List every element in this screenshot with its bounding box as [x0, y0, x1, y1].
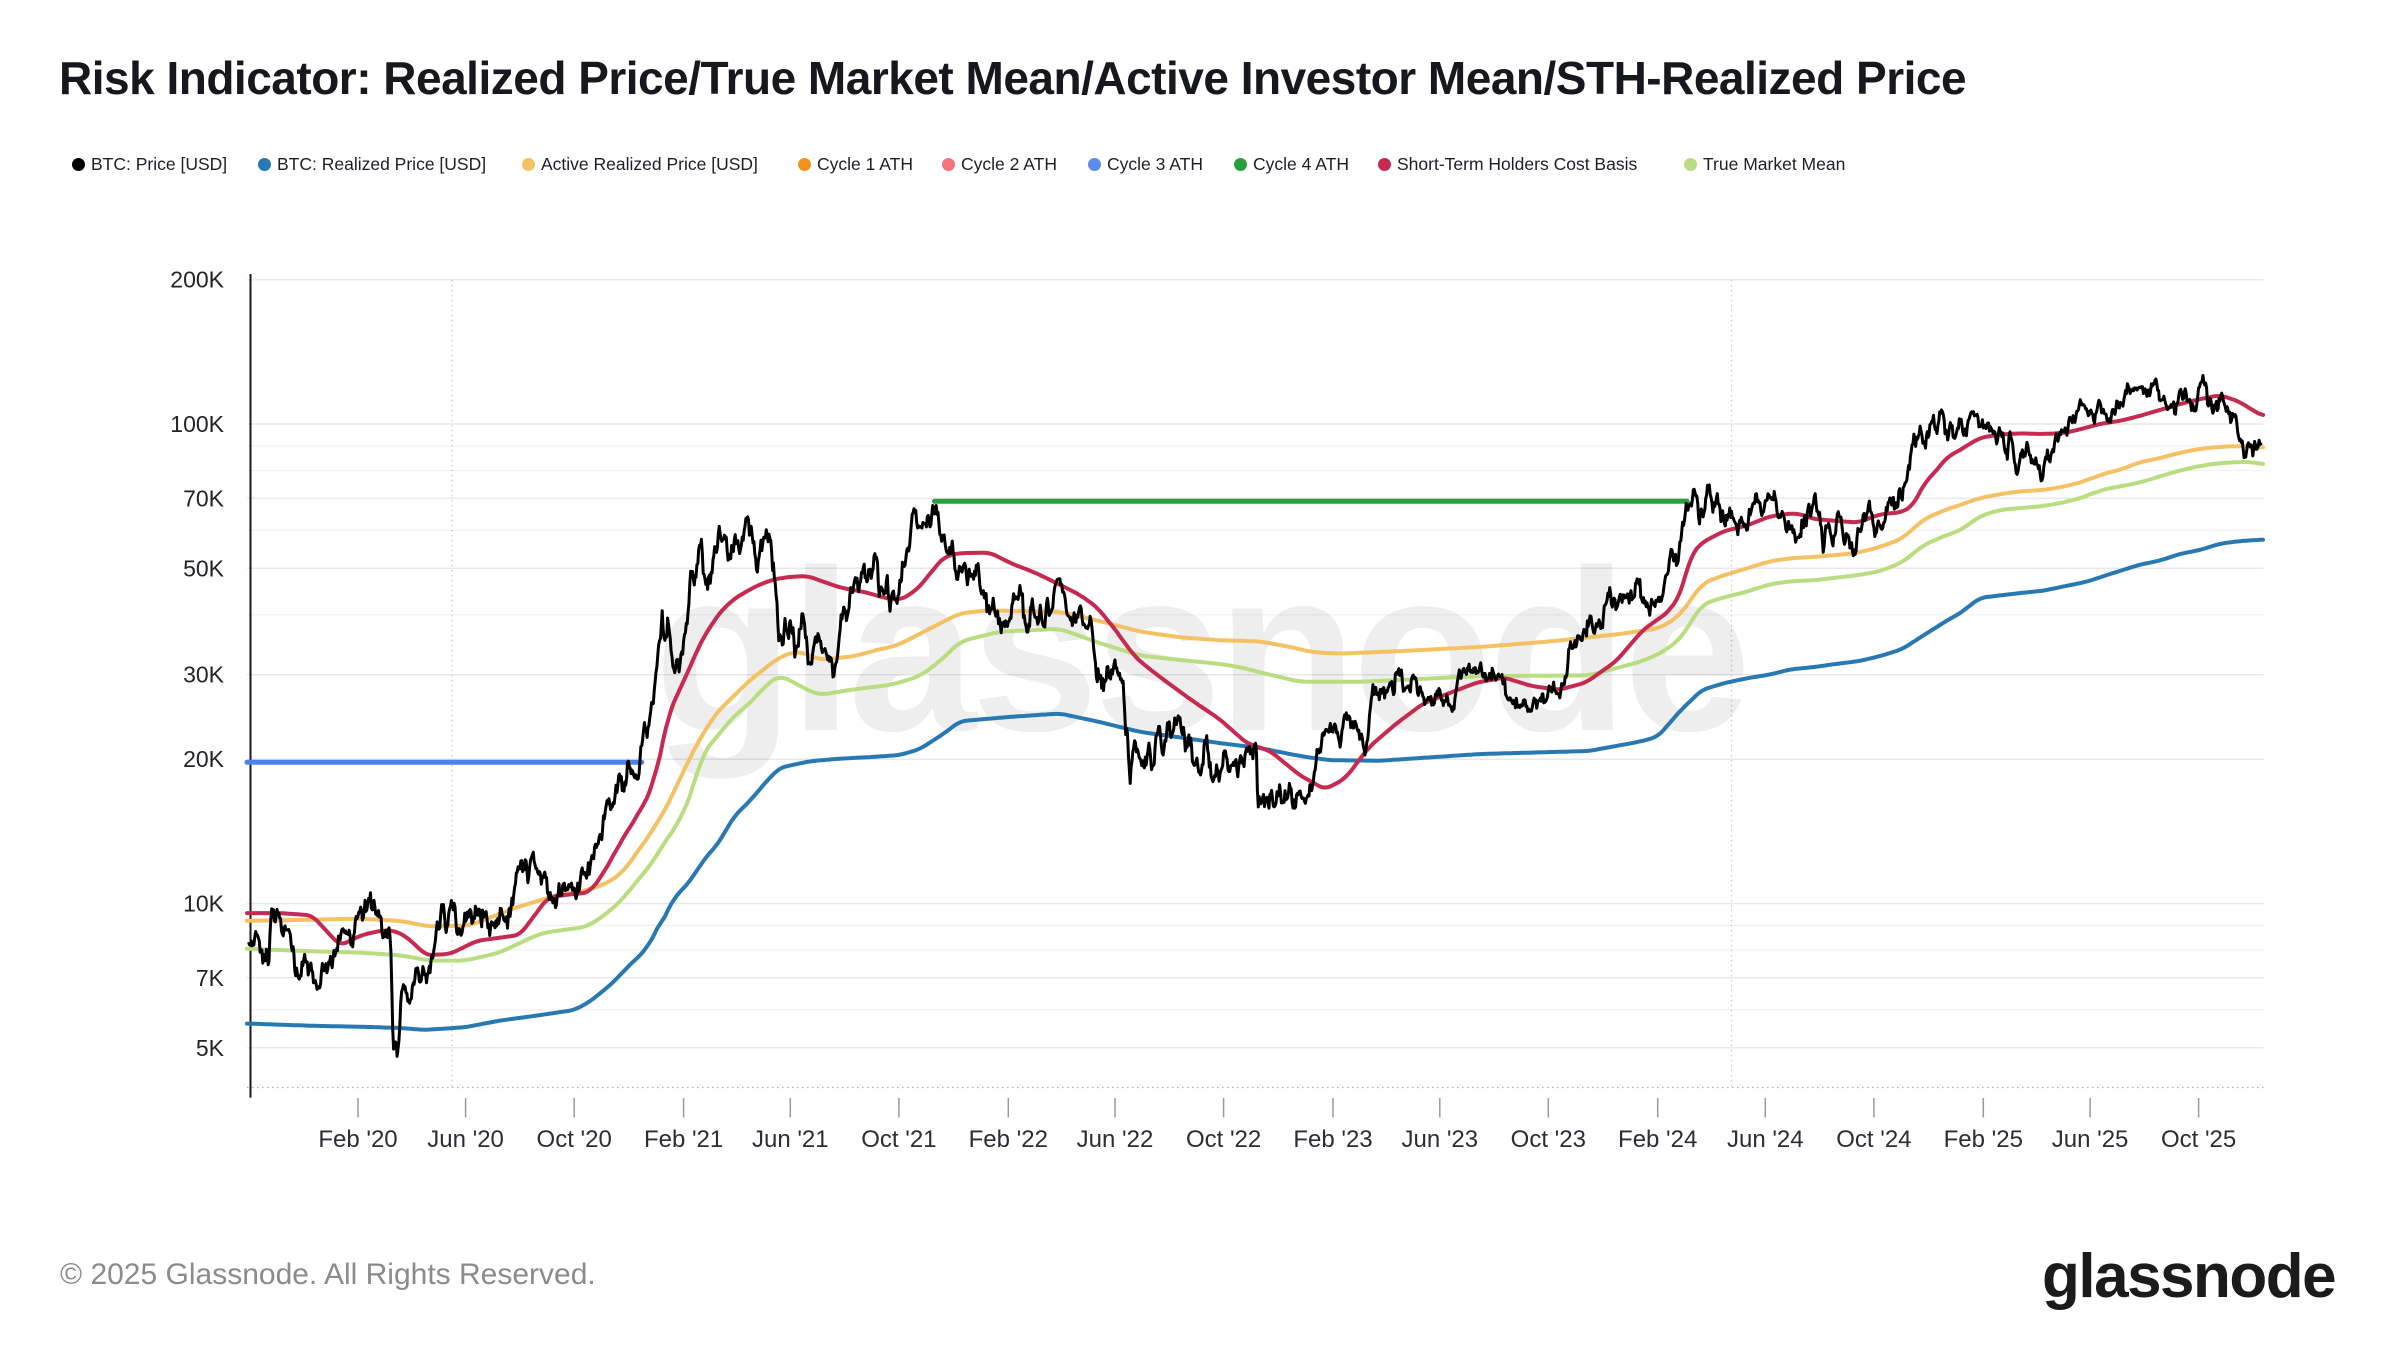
- svg-text:Feb '20: Feb '20: [318, 1126, 397, 1153]
- svg-text:Feb '22: Feb '22: [969, 1126, 1048, 1153]
- svg-text:Feb '24: Feb '24: [1618, 1126, 1697, 1153]
- svg-text:Jun '24: Jun '24: [1727, 1126, 1804, 1153]
- svg-text:Oct '25: Oct '25: [2161, 1126, 2236, 1153]
- svg-text:Jun '20: Jun '20: [427, 1126, 504, 1153]
- svg-text:Feb '25: Feb '25: [1944, 1126, 2023, 1153]
- svg-text:70K: 70K: [183, 485, 225, 511]
- svg-text:200K: 200K: [170, 267, 224, 293]
- svg-text:20K: 20K: [183, 746, 225, 772]
- svg-text:Feb '21: Feb '21: [644, 1126, 723, 1153]
- svg-text:Oct '23: Oct '23: [1511, 1126, 1586, 1153]
- svg-text:7K: 7K: [196, 965, 225, 991]
- svg-text:Oct '24: Oct '24: [1836, 1126, 1911, 1153]
- svg-text:5K: 5K: [196, 1035, 225, 1061]
- svg-text:Feb '23: Feb '23: [1293, 1126, 1372, 1153]
- svg-text:Jun '25: Jun '25: [2052, 1126, 2129, 1153]
- svg-text:Oct '20: Oct '20: [537, 1126, 612, 1153]
- svg-text:Jun '22: Jun '22: [1077, 1126, 1154, 1153]
- svg-text:Oct '21: Oct '21: [861, 1126, 936, 1153]
- svg-text:50K: 50K: [183, 555, 225, 581]
- svg-text:30K: 30K: [183, 662, 225, 688]
- svg-text:100K: 100K: [170, 411, 224, 437]
- svg-text:Oct '22: Oct '22: [1186, 1126, 1261, 1153]
- svg-text:Jun '23: Jun '23: [1401, 1126, 1478, 1153]
- svg-text:Jun '21: Jun '21: [752, 1126, 829, 1153]
- svg-text:10K: 10K: [183, 891, 225, 917]
